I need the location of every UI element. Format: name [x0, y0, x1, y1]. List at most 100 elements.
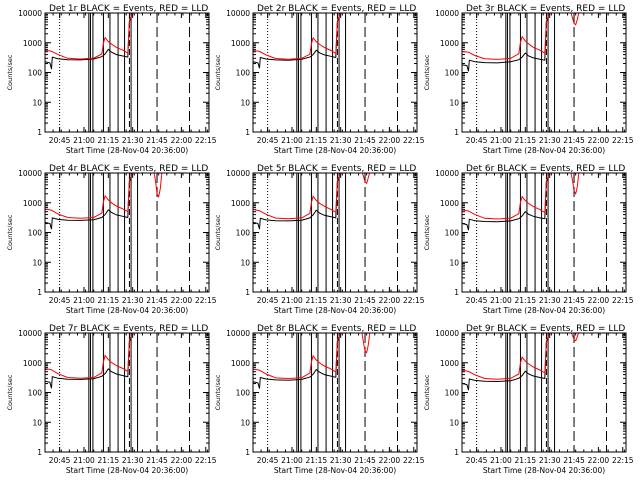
events-series-line: [45, 173, 133, 230]
panel-title: Det 5r BLACK = Events, RED = LLD: [257, 164, 416, 174]
y-tick-label: 1: [454, 448, 459, 457]
plot-frame: [252, 172, 418, 293]
panel-4: Det 4r BLACK = Events, RED = LLD Counts/s…: [6, 164, 217, 315]
y-axis-label: Counts/sec: [423, 214, 431, 250]
lld-series-segment: [153, 173, 163, 199]
plot-area: [45, 13, 191, 132]
y-tick-label: 10000: [435, 329, 459, 338]
x-tick-label: 20:45: [466, 296, 488, 305]
y-tick-label: 10: [32, 258, 42, 267]
panel-3: Det 3r BLACK = Events, RED = LLD Counts/s…: [423, 4, 634, 155]
y-tick-label: 1: [37, 448, 42, 457]
x-tick-label: 22:00: [588, 136, 610, 145]
panel-2: Det 2r BLACK = Events, RED = LLD Counts/s…: [214, 4, 425, 155]
plot-area: [45, 333, 191, 452]
y-tick-label: 10000: [226, 169, 250, 178]
x-tick-label: 21:00: [281, 456, 303, 465]
y-tick-label: 100: [28, 69, 43, 78]
x-tick-label: 22:15: [612, 296, 634, 305]
plot-frame: [44, 332, 210, 453]
x-tick-label: 22:15: [612, 136, 634, 145]
y-tick-label: 10000: [435, 9, 459, 18]
x-tick-label: 20:45: [49, 296, 71, 305]
x-tick-label: 21:15: [98, 456, 120, 465]
y-tick-label: 10: [32, 418, 42, 427]
panel-5: Det 5r BLACK = Events, RED = LLD Counts/s…: [214, 164, 425, 315]
panel-title: Det 1r BLACK = Events, RED = LLD: [49, 4, 208, 14]
x-tick-label: 21:15: [98, 296, 120, 305]
y-axis-label: Counts/sec: [6, 374, 14, 410]
events-series-line: [253, 333, 341, 389]
y-tick-label: 100: [445, 69, 460, 78]
x-tick-label: 21:30: [122, 296, 144, 305]
x-tick-label: 22:15: [195, 296, 217, 305]
lld-series-line: [462, 173, 550, 220]
x-tick-label: 21:15: [306, 296, 328, 305]
x-tick-label: 21:00: [490, 136, 512, 145]
y-tick-label: 100: [236, 69, 251, 78]
lld-series-line: [45, 333, 133, 379]
y-tick-label: 1000: [440, 199, 459, 208]
x-tick-label: 21:15: [306, 456, 328, 465]
panel-6: Det 6r BLACK = Events, RED = LLD Counts/s…: [423, 164, 634, 315]
x-tick-label: 21:45: [563, 456, 585, 465]
x-tick-label: 21:15: [98, 136, 120, 145]
y-tick-label: 10: [449, 98, 459, 107]
y-tick-label: 1: [37, 288, 42, 297]
lld-series-segment: [361, 173, 371, 185]
x-axis-label: Start Time (28-Nov-04 20:36:00): [66, 146, 188, 155]
x-tick-label: 21:45: [146, 136, 168, 145]
y-tick-label: 10000: [226, 329, 250, 338]
x-tick-label: 20:45: [466, 136, 488, 145]
plot-frame: [252, 12, 418, 133]
lld-series-segment: [361, 333, 371, 354]
x-tick-label: 21:30: [330, 136, 352, 145]
x-tick-label: 21:15: [515, 136, 537, 145]
x-tick-label: 21:45: [354, 136, 376, 145]
y-tick-label: 1000: [23, 359, 42, 368]
plot-area: [253, 333, 399, 452]
x-tick-label: 21:00: [281, 296, 303, 305]
x-tick-label: 21:00: [73, 136, 95, 145]
x-tick-label: 21:30: [539, 136, 561, 145]
y-tick-label: 10: [240, 98, 250, 107]
x-tick-label: 21:30: [330, 296, 352, 305]
events-series-line: [253, 13, 341, 69]
panel-title: Det 7r BLACK = Events, RED = LLD: [49, 324, 208, 334]
lld-series-line: [45, 173, 133, 219]
x-tick-label: 21:45: [146, 296, 168, 305]
y-tick-label: 1000: [440, 39, 459, 48]
plot-frame: [44, 12, 210, 133]
y-tick-label: 1000: [23, 39, 42, 48]
plot-area: [462, 333, 608, 452]
plot-area: [253, 173, 399, 292]
x-tick-label: 22:00: [379, 136, 401, 145]
x-tick-label: 21:15: [306, 136, 328, 145]
y-axis-label: Counts/sec: [6, 214, 14, 250]
y-tick-label: 1: [454, 128, 459, 137]
panel-7: Det 7r BLACK = Events, RED = LLD Counts/s…: [6, 324, 217, 475]
x-axis-label: Start Time (28-Nov-04 20:36:00): [66, 466, 188, 475]
y-axis-label: Counts/sec: [423, 374, 431, 410]
x-axis-label: Start Time (28-Nov-04 20:36:00): [274, 466, 396, 475]
x-tick-label: 21:45: [354, 456, 376, 465]
x-axis-label: Start Time (28-Nov-04 20:36:00): [274, 146, 396, 155]
events-series-line: [462, 333, 550, 391]
x-tick-label: 20:45: [466, 456, 488, 465]
lld-series-segment: [570, 173, 580, 196]
x-tick-label: 22:15: [195, 456, 217, 465]
x-tick-label: 21:00: [281, 136, 303, 145]
events-series-line: [45, 333, 133, 389]
y-tick-label: 1: [37, 128, 42, 137]
x-tick-label: 21:45: [563, 136, 585, 145]
panel-title: Det 8r BLACK = Events, RED = LLD: [257, 324, 416, 334]
plot-frame: [461, 332, 627, 453]
y-tick-label: 100: [28, 229, 43, 238]
plot-frame: [461, 172, 627, 293]
events-series-line: [45, 13, 133, 70]
y-tick-label: 10: [449, 258, 459, 267]
plot-area: [462, 173, 608, 292]
lld-series-line: [253, 333, 341, 380]
y-axis-label: Counts/sec: [6, 54, 14, 90]
